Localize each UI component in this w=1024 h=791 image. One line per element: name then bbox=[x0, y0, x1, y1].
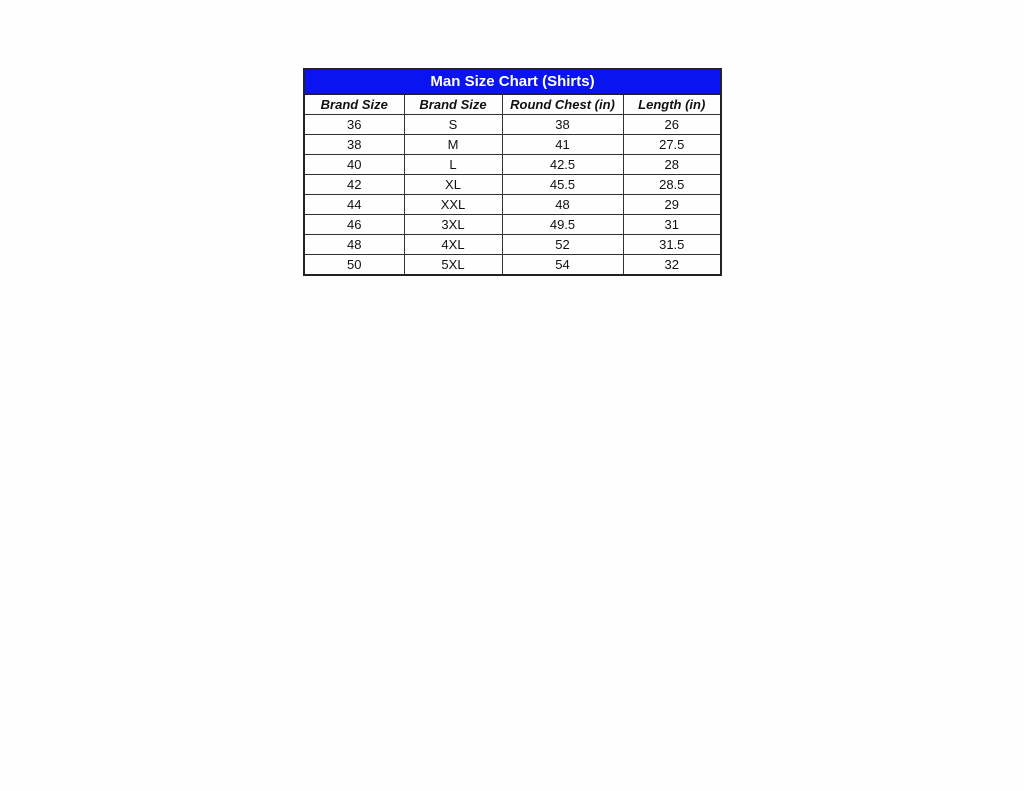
table-cell: 28 bbox=[622, 154, 722, 175]
table-title: Man Size Chart (Shirts) bbox=[303, 68, 722, 95]
table-cell: 42.5 bbox=[501, 154, 624, 175]
table-cell: L bbox=[403, 154, 503, 175]
table-cell: 50 bbox=[303, 254, 405, 276]
table-cell: M bbox=[403, 134, 503, 155]
table-cell: S bbox=[403, 114, 503, 135]
table-cell: 31.5 bbox=[622, 234, 722, 255]
table-cell: 54 bbox=[501, 254, 624, 276]
table-cell: 45.5 bbox=[501, 174, 624, 195]
table-cell: 44 bbox=[303, 194, 405, 215]
table-row: 36 S 38 26 bbox=[303, 114, 722, 135]
table-cell: 38 bbox=[501, 114, 624, 135]
table-cell: 31 bbox=[622, 214, 722, 235]
table-row: 38 M 41 27.5 bbox=[303, 134, 722, 155]
table-cell: 46 bbox=[303, 214, 405, 235]
table-cell: 27.5 bbox=[622, 134, 722, 155]
table-cell: 52 bbox=[501, 234, 624, 255]
table-row: 40 L 42.5 28 bbox=[303, 154, 722, 175]
table-cell: 26 bbox=[622, 114, 722, 135]
table-row: 42 XL 45.5 28.5 bbox=[303, 174, 722, 195]
table-cell: 48 bbox=[303, 234, 405, 255]
table-cell: XL bbox=[403, 174, 503, 195]
table-row: 48 4XL 52 31.5 bbox=[303, 234, 722, 255]
table-row: 50 5XL 54 32 bbox=[303, 254, 722, 276]
header-row: Brand Size Brand Size Round Chest (in) L… bbox=[303, 93, 722, 115]
table-cell: 29 bbox=[622, 194, 722, 215]
table-cell: 4XL bbox=[403, 234, 503, 255]
column-header: Brand Size bbox=[303, 93, 405, 115]
table-row: 44 XXL 48 29 bbox=[303, 194, 722, 215]
size-chart-table: Man Size Chart (Shirts) Brand Size Brand… bbox=[303, 68, 722, 276]
table-cell: 48 bbox=[501, 194, 624, 215]
table-cell: 42 bbox=[303, 174, 405, 195]
table-cell: 49.5 bbox=[501, 214, 624, 235]
column-header: Length (in) bbox=[622, 93, 722, 115]
table-cell: 40 bbox=[303, 154, 405, 175]
column-header: Round Chest (in) bbox=[501, 93, 624, 115]
table-cell: 41 bbox=[501, 134, 624, 155]
table-cell: 32 bbox=[622, 254, 722, 276]
table-row: 46 3XL 49.5 31 bbox=[303, 214, 722, 235]
column-header: Brand Size bbox=[403, 93, 503, 115]
table-cell: 5XL bbox=[403, 254, 503, 276]
table-cell: 3XL bbox=[403, 214, 503, 235]
table-cell: 28.5 bbox=[622, 174, 722, 195]
table-cell: XXL bbox=[403, 194, 503, 215]
table-cell: 38 bbox=[303, 134, 405, 155]
table-cell: 36 bbox=[303, 114, 405, 135]
